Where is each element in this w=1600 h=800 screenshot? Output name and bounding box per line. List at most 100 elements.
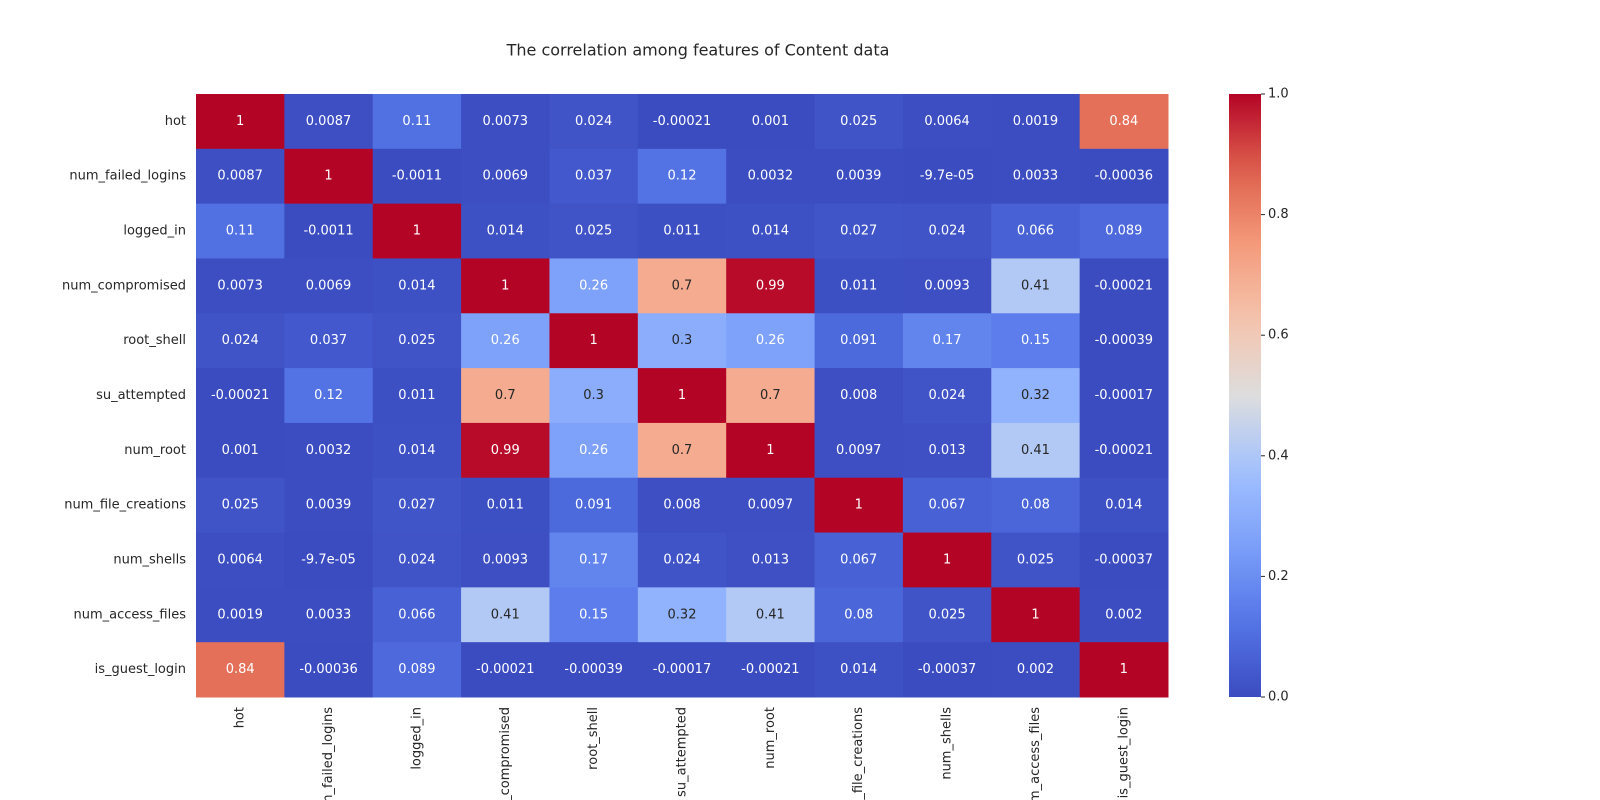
heatmap-cell [196,203,285,259]
cell-label: 1 [766,443,774,458]
cell-label: -0.00021 [1095,278,1153,293]
y-tick-label: logged_in [123,224,186,239]
cell-label: 0.99 [491,443,520,458]
cell-label: 0.037 [575,169,612,184]
heatmap-cell [726,94,816,150]
x-tick-label: is_guest_login [1116,707,1131,798]
heatmap-cell [549,148,639,205]
cell-label: 1 [501,278,509,293]
cell-label: 1 [1031,607,1039,622]
cell-label: 0.089 [1105,224,1142,239]
cell-label: 0.091 [840,333,877,348]
cell-label: 0.013 [752,552,789,567]
y-tick-label: num_access_files [73,607,186,622]
cell-label: 0.008 [663,498,700,513]
x-tick-label: hot [233,707,248,728]
heatmap-cell [372,422,462,479]
heatmap-cell [726,532,816,588]
heatmap-cell [902,258,992,314]
heatmap-cell [461,587,550,643]
heatmap-cell [372,532,462,588]
cell-label: 0.26 [756,333,785,348]
heatmap-cell [726,642,816,698]
heatmap-cell [1079,94,1169,150]
x-tick-label: num_compromised [498,707,513,800]
cell-label: 0.3 [672,333,693,348]
heatmap-cell [284,313,374,369]
cell-label: 0.025 [1017,552,1054,567]
heatmap-cell [196,532,285,588]
y-tick-label: num_compromised [62,278,186,293]
heatmap-cell [637,94,727,150]
heatmap-cell [991,587,1081,643]
heatmap-cell [726,587,816,643]
cell-label: 0.0033 [306,607,352,622]
heatmap-cell [902,587,992,643]
heatmap-cell [196,587,285,643]
heatmap-cell [372,477,462,534]
heatmap-cell [196,368,285,424]
heatmap-cell [726,368,816,424]
cell-label: 0.12 [668,169,697,184]
cell-label: 0.08 [844,607,873,622]
cell-label: 0.024 [398,552,435,567]
heatmap-cell [461,94,550,150]
cell-label: 0.011 [487,498,524,513]
heatmap-cell [1079,203,1169,259]
y-tick-label: is_guest_login [95,662,186,677]
heatmap-cell [549,422,639,479]
heatmap-cell [902,94,992,150]
y-tick-label: num_root [124,443,186,458]
cell-label: 0.7 [672,443,693,458]
y-tick-label: num_file_creations [64,498,186,513]
heatmap-cell [637,477,727,534]
heatmap-cell [991,532,1081,588]
heatmap-cell [549,532,639,588]
heatmap-cell [461,368,550,424]
cell-label: 0.41 [1021,443,1050,458]
cell-label: 0.17 [579,552,608,567]
cell-label: 0.001 [222,443,259,458]
heatmap-cell [1079,258,1169,314]
heatmap-cell [1079,532,1169,588]
cell-label: 0.0039 [836,169,882,184]
cell-label: -0.00021 [653,114,711,129]
heatmap-cell [991,203,1081,259]
cell-label: 0.067 [928,498,965,513]
heatmap-cell [549,203,639,259]
cell-label: 0.0093 [924,278,970,293]
cell-label: -0.0011 [303,224,353,239]
heatmap-cell [726,148,816,205]
cell-label: 0.011 [398,388,435,403]
heatmap-cell [284,368,374,424]
heatmap-cell [902,368,992,424]
heatmap-cell [902,477,992,534]
cell-label: -0.00036 [1095,169,1153,184]
cell-label: 0.008 [840,388,877,403]
heatmap-cell [461,642,550,698]
cell-label: 0.001 [752,114,789,129]
cell-label: 0.0093 [483,552,529,567]
cell-label: -0.00039 [564,662,622,677]
cell-label: 0.0019 [217,607,263,622]
x-tick-label: su_attempted [675,707,690,797]
cell-label: 0.11 [402,114,431,129]
heatmap-cell [726,477,816,534]
heatmap-cell [991,642,1081,698]
heatmap-cell [549,587,639,643]
cell-label: 0.014 [487,224,524,239]
cell-label: 0.066 [398,607,435,622]
heatmap-cell [284,203,374,259]
heatmap-cell [284,94,374,150]
cell-label: 0.15 [579,607,608,622]
cell-label: 0.99 [756,278,785,293]
cell-label: 0.84 [226,662,255,677]
cell-label: 0.0039 [306,498,352,513]
heatmap-cell [991,368,1081,424]
heatmap-cell [461,422,550,479]
heatmap-cell [726,203,816,259]
heatmap-cell [726,258,816,314]
cell-label: 1 [324,169,332,184]
heatmap-cell [196,313,285,369]
